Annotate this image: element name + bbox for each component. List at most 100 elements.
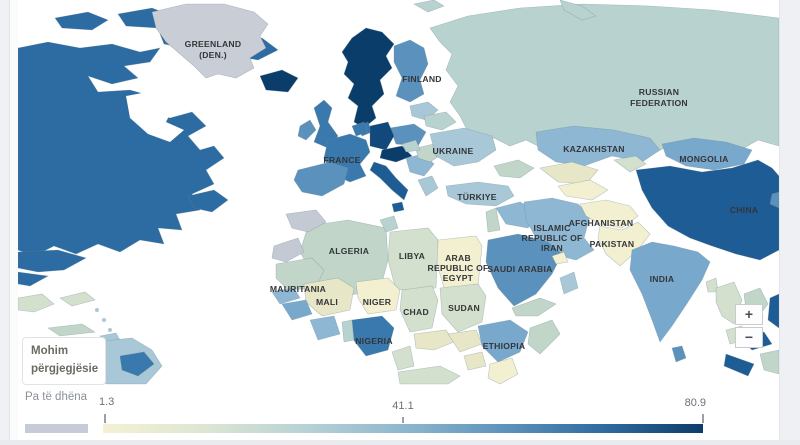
country-label: ARAB: [445, 253, 471, 263]
country-shape-saudi-arabia[interactable]: [485, 233, 563, 307]
country-shape-us-coast[interactable]: [18, 249, 87, 273]
country-shape-italy[interactable]: [369, 161, 409, 201]
country-shape-island[interactable]: [95, 308, 99, 312]
country-shape-sudan[interactable]: [439, 283, 487, 333]
country-label: REPUBLIC OF: [522, 233, 583, 243]
disclaimer-link[interactable]: Mohim përgjegjësie: [22, 337, 106, 385]
country-shape-china[interactable]: [635, 159, 779, 261]
country-shape-kenya[interactable]: [487, 357, 519, 385]
country-shape-congo[interactable]: [397, 365, 461, 385]
country-shape-cameroon[interactable]: [391, 345, 415, 371]
country-shape-ireland[interactable]: [297, 119, 317, 141]
page-edge-bottom: [0, 440, 800, 445]
country-label: ISLAMIC: [533, 223, 570, 233]
country-shape-island[interactable]: [108, 328, 112, 332]
country-shape-scandinavia[interactable]: [341, 27, 395, 129]
country-shape-caucasus[interactable]: [493, 159, 535, 179]
country-label: FRANCE: [323, 155, 360, 165]
country-shape-uganda[interactable]: [463, 351, 487, 371]
country-shape-tunisia[interactable]: [379, 215, 399, 233]
country-shape-ghana[interactable]: [309, 315, 341, 341]
country-label: CHINA: [730, 205, 758, 215]
country-label: EGYPT: [443, 273, 474, 283]
country-shape-germany[interactable]: [369, 121, 395, 151]
country-shape-sumatra[interactable]: [723, 353, 755, 377]
country-label: UKRAINE: [433, 146, 474, 156]
country-label: SAUDI ARABIA: [487, 264, 552, 274]
legend-tick-max: [702, 414, 704, 423]
country-label: RUSSIAN: [639, 87, 679, 97]
country-shape-borneo[interactable]: [759, 349, 779, 375]
legend-gradient-bar: [103, 424, 703, 433]
country-shape-turkmenistan[interactable]: [557, 179, 609, 201]
country-shape-senegal[interactable]: [271, 287, 301, 305]
country-label: GREENLAND: [185, 39, 242, 49]
country-shape-island[interactable]: [102, 318, 106, 322]
country-label: CHAD: [403, 307, 429, 317]
country-shape-arctic-island[interactable]: [54, 11, 109, 31]
country-shape-levant[interactable]: [485, 207, 501, 233]
country-shape-poland[interactable]: [389, 123, 427, 147]
country-shape-car[interactable]: [413, 329, 455, 351]
country-shape-oman[interactable]: [559, 271, 579, 295]
country-shape-somalia[interactable]: [527, 319, 561, 355]
country-shape-benelux[interactable]: [351, 121, 369, 137]
country-shape-belarus[interactable]: [423, 111, 457, 131]
country-shape-iran[interactable]: [523, 197, 595, 261]
country-shape-sri-lanka[interactable]: [671, 345, 687, 363]
map-zoom-controls: + −: [735, 304, 763, 348]
country-shape-morocco[interactable]: [285, 209, 327, 233]
country-shape-niger[interactable]: [355, 277, 401, 315]
country-shape-hungary[interactable]: [401, 139, 421, 153]
country-label: MAURITANIA: [270, 284, 326, 294]
country-shape-quebec[interactable]: [187, 189, 229, 213]
country-shape-turkiye[interactable]: [445, 181, 515, 207]
country-shape-venezuela[interactable]: [119, 351, 155, 377]
zoom-out-button[interactable]: −: [735, 327, 763, 348]
country-shape-cuba[interactable]: [47, 323, 96, 337]
country-label: FEDERATION: [630, 98, 688, 108]
country-shape-central-america[interactable]: [59, 291, 96, 307]
country-shape-chad[interactable]: [399, 285, 439, 333]
country-shape-philippines[interactable]: [767, 293, 779, 329]
country-shape-uzbekistan[interactable]: [539, 161, 599, 185]
country-shape-iberia[interactable]: [293, 161, 349, 197]
country-label: PAKISTAN: [590, 239, 635, 249]
country-shape-mongolia[interactable]: [661, 137, 753, 171]
legend-max-value: 80.9: [684, 397, 706, 409]
country-shape-ethiopia[interactable]: [477, 319, 529, 363]
country-shape-sicily[interactable]: [391, 201, 405, 213]
country-shape-iceland[interactable]: [259, 69, 299, 93]
country-shape-us-coast[interactable]: [18, 271, 49, 287]
country-shape-greenland[interactable]: [151, 3, 269, 79]
country-shape-svalbard[interactable]: [413, 0, 445, 13]
country-label: ETHIOPIA: [483, 341, 526, 351]
country-shape-yemen[interactable]: [511, 297, 557, 317]
country-shape-india[interactable]: [629, 241, 711, 343]
country-label: MONGOLIA: [679, 154, 728, 164]
country-shape-canada[interactable]: [18, 41, 225, 257]
country-shape-uk[interactable]: [313, 99, 339, 149]
country-shape-russia[interactable]: [429, 3, 779, 151]
legend-tick-mid: [402, 417, 404, 423]
country-shape-afghanistan[interactable]: [579, 199, 639, 229]
country-label: MALI: [316, 297, 338, 307]
country-shape-gulf-states[interactable]: [551, 251, 569, 265]
legend-min-value: 1.3: [99, 396, 115, 408]
country-label: REPUBLIC OF: [428, 263, 489, 273]
country-shape-austria[interactable]: [379, 145, 413, 163]
country-shape-korea[interactable]: [769, 191, 779, 209]
country-shape-novaya-zemlya[interactable]: [559, 0, 597, 21]
country-shape-guinea[interactable]: [281, 299, 313, 321]
country-shape-western-sahara[interactable]: [271, 237, 305, 263]
legend-nodata-swatch: [25, 424, 88, 433]
country-shape-greece[interactable]: [417, 175, 439, 197]
country-shape-ukraine[interactable]: [429, 127, 497, 167]
zoom-in-button[interactable]: +: [735, 304, 763, 325]
country-shape-kyrgyzstan[interactable]: [613, 155, 647, 173]
country-label: SUDAN: [448, 303, 480, 313]
country-shape-finland[interactable]: [393, 39, 429, 103]
country-shape-mexico[interactable]: [18, 293, 55, 313]
country-shape-benin[interactable]: [341, 319, 355, 343]
